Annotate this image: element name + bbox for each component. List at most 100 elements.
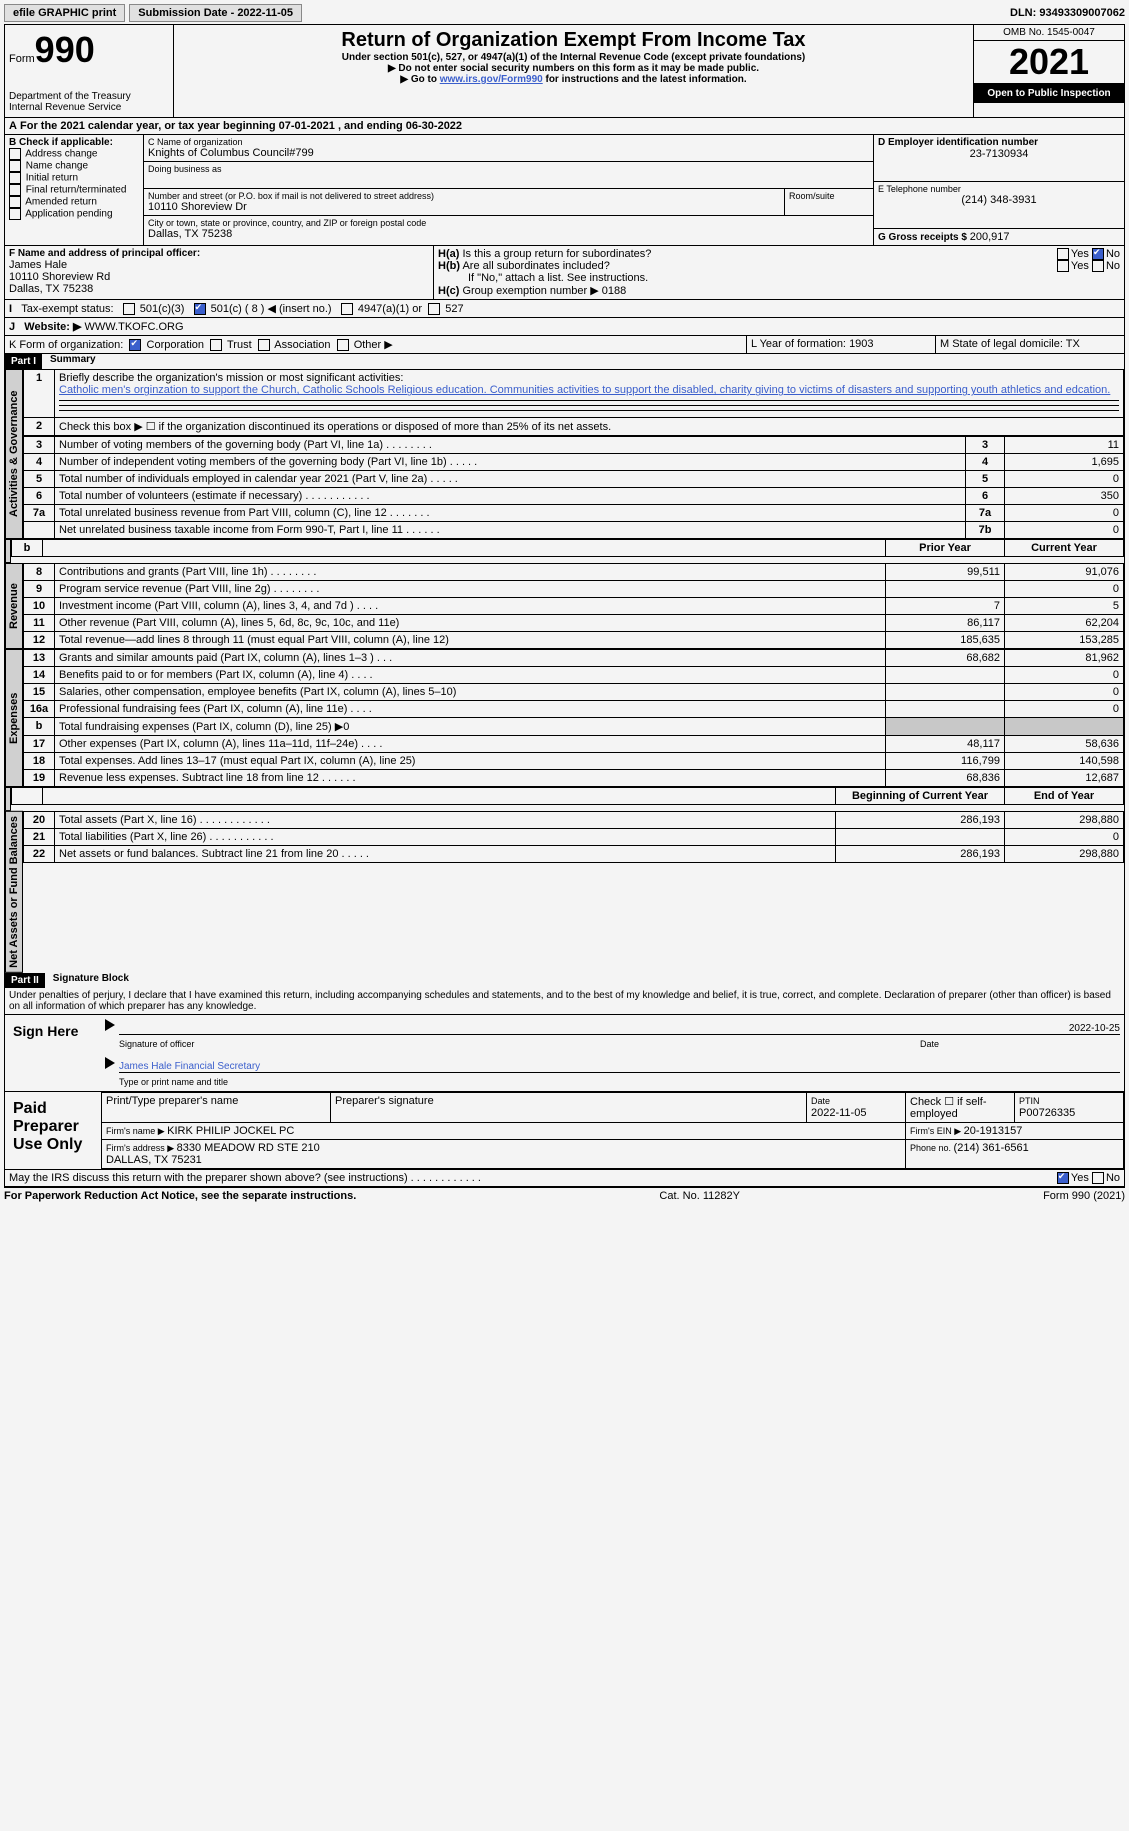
prep-sig-lbl: Preparer's signature [331, 1093, 807, 1123]
form-version: Form 990 (2021) [1043, 1190, 1125, 1202]
b-option[interactable]: Amended return [9, 196, 139, 208]
part1-title: Summary [42, 354, 96, 369]
table-row: 22Net assets or fund balances. Subtract … [24, 846, 1124, 863]
sub3-post: for instructions and the latest informat… [543, 74, 747, 85]
b-option[interactable]: Final return/terminated [9, 184, 139, 196]
line-a: A For the 2021 calendar year, or tax yea… [5, 118, 466, 134]
officer-name: James Hale Financial Secretary [119, 1061, 260, 1072]
gross-receipts: 200,917 [970, 231, 1010, 243]
b-header: B Check if applicable: [9, 137, 139, 148]
k-trust[interactable] [210, 339, 222, 351]
hb-text: Are all subordinates included? [462, 260, 609, 272]
k-assoc[interactable] [258, 339, 270, 351]
sub1: Under section 501(c), 527, or 4947(a)(1)… [178, 52, 969, 63]
table-row: 11Other revenue (Part VIII, column (A), … [24, 615, 1124, 632]
self-emp[interactable]: Check ☐ if self-employed [906, 1093, 1015, 1123]
open-inspection: Open to Public Inspection [974, 84, 1124, 103]
b-option[interactable]: Address change [9, 148, 139, 160]
footer-notice: For Paperwork Reduction Act Notice, see … [4, 1190, 356, 1202]
i-501c[interactable] [194, 303, 206, 315]
dept: Department of the Treasury Internal Reve… [9, 91, 169, 113]
k-other[interactable] [337, 339, 349, 351]
current-year-hdr: Current Year [1005, 540, 1124, 557]
arrow-icon [105, 1057, 115, 1069]
city: Dallas, TX 75238 [148, 228, 869, 240]
table-row: 6Total number of volunteers (estimate if… [24, 488, 1124, 505]
tab-activities: Activities & Governance [5, 369, 23, 539]
hc-text: Group exemption number ▶ [462, 285, 598, 297]
b-option[interactable]: Name change [9, 160, 139, 172]
table-row: 9Program service revenue (Part VIII, lin… [24, 581, 1124, 598]
prep-date: 2022-11-05 [811, 1107, 866, 1119]
firm-name: KIRK PHILIP JOCKEL PC [167, 1125, 294, 1137]
officer: James Hale 10110 Shoreview Rd Dallas, TX… [9, 259, 429, 295]
table-row: 5Total number of individuals employed in… [24, 471, 1124, 488]
form-990: Form990 Department of the Treasury Inter… [4, 24, 1125, 1188]
f-lbl: F Name and address of principal officer: [9, 248, 429, 259]
part2-title: Signature Block [45, 973, 129, 988]
tab-expenses: Expenses [5, 649, 23, 787]
form-number: 990 [35, 29, 95, 70]
b-option[interactable]: Application pending [9, 208, 139, 220]
prior-year-hdr: Prior Year [886, 540, 1005, 557]
irs-link[interactable]: www.irs.gov/Form990 [440, 74, 543, 85]
sign-date: 2022-10-25 [1069, 1023, 1120, 1034]
part2-hdr: Part II [5, 973, 45, 988]
l-lbl: L Year of formation: [751, 338, 846, 350]
e-lbl: E Telephone number [878, 184, 1120, 194]
i-527[interactable] [428, 303, 440, 315]
table-row: 16aProfessional fundraising fees (Part I… [24, 701, 1124, 718]
table-row: 13Grants and similar amounts paid (Part … [24, 650, 1124, 667]
bcy-hdr: Beginning of Current Year [836, 788, 1005, 805]
table-row: 15Salaries, other compensation, employee… [24, 684, 1124, 701]
form-label: Form [9, 53, 35, 65]
city-lbl: City or town, state or province, country… [148, 218, 869, 228]
i-lbl: Tax-exempt status: [21, 303, 113, 315]
table-row: 18Total expenses. Add lines 13–17 (must … [24, 753, 1124, 770]
ha-no[interactable] [1092, 248, 1104, 260]
table-row: 20Total assets (Part X, line 16) . . . .… [24, 812, 1124, 829]
table-row: 8Contributions and grants (Part VIII, li… [24, 564, 1124, 581]
submission-date: Submission Date - 2022-11-05 [129, 4, 302, 22]
table-row: 14Benefits paid to or for members (Part … [24, 667, 1124, 684]
table-row: bTotal fundraising expenses (Part IX, co… [24, 718, 1124, 736]
firm-phone: (214) 361-6561 [954, 1142, 1029, 1154]
tab-netassets: Net Assets or Fund Balances [5, 811, 23, 973]
k-corp[interactable] [129, 339, 141, 351]
ha-text: Is this a group return for subordinates? [462, 248, 651, 260]
m-lbl: M State of legal domicile: [940, 338, 1063, 350]
i-4947[interactable] [341, 303, 353, 315]
discuss-yes[interactable] [1057, 1172, 1069, 1184]
g-lbl: G Gross receipts $ [878, 232, 967, 243]
efile-button[interactable]: efile GRAPHIC print [4, 4, 125, 22]
part1-hdr: Part I [5, 354, 42, 369]
table-row: 21Total liabilities (Part X, line 26) . … [24, 829, 1124, 846]
table-row: 19Revenue less expenses. Subtract line 1… [24, 770, 1124, 787]
date-lbl: Date [920, 1039, 1120, 1049]
table-row: 10Investment income (Part VIII, column (… [24, 598, 1124, 615]
name-lbl: Type or print name and title [119, 1077, 1120, 1087]
sign-here: Sign Here [5, 1015, 101, 1091]
hb-yes[interactable] [1057, 260, 1069, 272]
c-name-lbl: C Name of organization [148, 137, 869, 147]
k-lbl: K Form of organization: [9, 339, 123, 351]
omb: OMB No. 1545-0047 [974, 25, 1124, 41]
d-lbl: D Employer identification number [878, 137, 1120, 148]
org-name: Knights of Columbus Council#799 [148, 147, 869, 159]
table-row: Net unrelated business taxable income fr… [24, 522, 1124, 539]
table-row: 12Total revenue—add lines 8 through 11 (… [24, 632, 1124, 649]
website: WWW.TKOFC.ORG [85, 321, 184, 333]
dln: DLN: 93493309007062 [1010, 7, 1125, 19]
ha-yes[interactable] [1057, 248, 1069, 260]
prep-name-lbl: Print/Type preparer's name [102, 1093, 331, 1123]
declaration: Under penalties of perjury, I declare th… [5, 988, 1124, 1015]
hc-val: 0188 [602, 285, 626, 297]
discuss-no[interactable] [1092, 1172, 1104, 1184]
hb-no[interactable] [1092, 260, 1104, 272]
discuss-text: May the IRS discuss this return with the… [9, 1172, 481, 1184]
j-lbl: Website: ▶ [24, 321, 81, 333]
sub3-pre: ▶ Go to [400, 74, 439, 85]
suite-lbl: Room/suite [789, 191, 869, 201]
i-501c3[interactable] [123, 303, 135, 315]
b-option[interactable]: Initial return [9, 172, 139, 184]
